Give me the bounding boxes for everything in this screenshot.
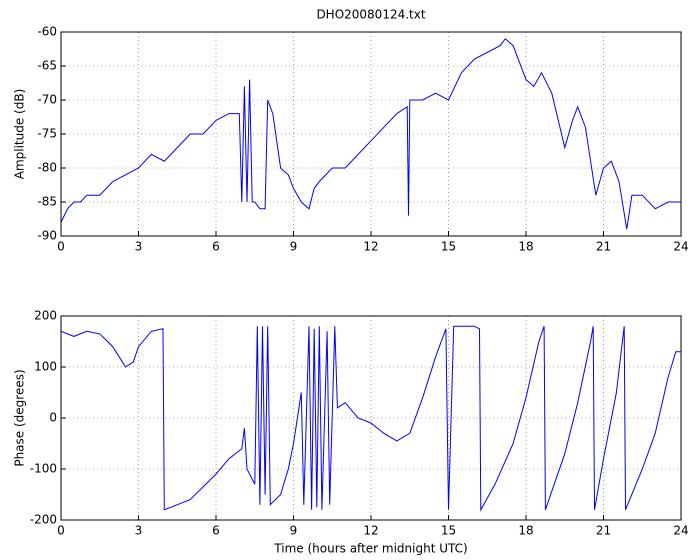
y-tick-label: 200: [34, 309, 57, 323]
y-tick-label: -200: [30, 513, 57, 527]
x-tick-label: 0: [57, 240, 65, 254]
y-tick-label: -75: [37, 127, 57, 141]
x-tick-label: 21: [596, 240, 611, 254]
x-tick-label: 12: [363, 240, 378, 254]
x-tick-label: 3: [135, 240, 143, 254]
x-tick-label: 24: [673, 240, 688, 254]
x-tick-label: 24: [673, 524, 688, 538]
y-tick-label: 100: [34, 360, 57, 374]
x-tick-label: 18: [518, 524, 533, 538]
y-tick-label: 0: [49, 411, 57, 425]
x-tick-label: 0: [57, 524, 65, 538]
y-axis-label: Amplitude (dB): [13, 89, 27, 180]
x-tick-label: 18: [518, 240, 533, 254]
x-tick-label: 9: [290, 524, 298, 538]
x-tick-label: 15: [441, 240, 456, 254]
x-tick-label: 21: [596, 524, 611, 538]
x-tick-label: 9: [290, 240, 298, 254]
x-tick-label: 15: [441, 524, 456, 538]
x-tick-label: 12: [363, 524, 378, 538]
data-line: [60, 325, 681, 512]
chart-title: DHO20080124.txt: [316, 8, 425, 22]
x-tick-label: 3: [135, 524, 143, 538]
x-tick-label: 6: [212, 524, 220, 538]
axes-frame: [60, 31, 682, 237]
y-tick-label: -100: [30, 462, 57, 476]
y-tick-label: -80: [37, 161, 57, 175]
data-line: [60, 38, 681, 230]
axes-frame: [60, 315, 682, 521]
y-axis-label: Phase (degrees): [13, 369, 27, 466]
y-tick-label: -90: [37, 229, 57, 243]
y-tick-label: -85: [37, 195, 57, 209]
x-axis-label: Time (hours after midnight UTC): [273, 542, 467, 556]
x-tick-label: 6: [212, 240, 220, 254]
y-tick-label: -60: [37, 25, 57, 39]
y-tick-label: -65: [37, 59, 57, 73]
y-tick-label: -70: [37, 93, 57, 107]
